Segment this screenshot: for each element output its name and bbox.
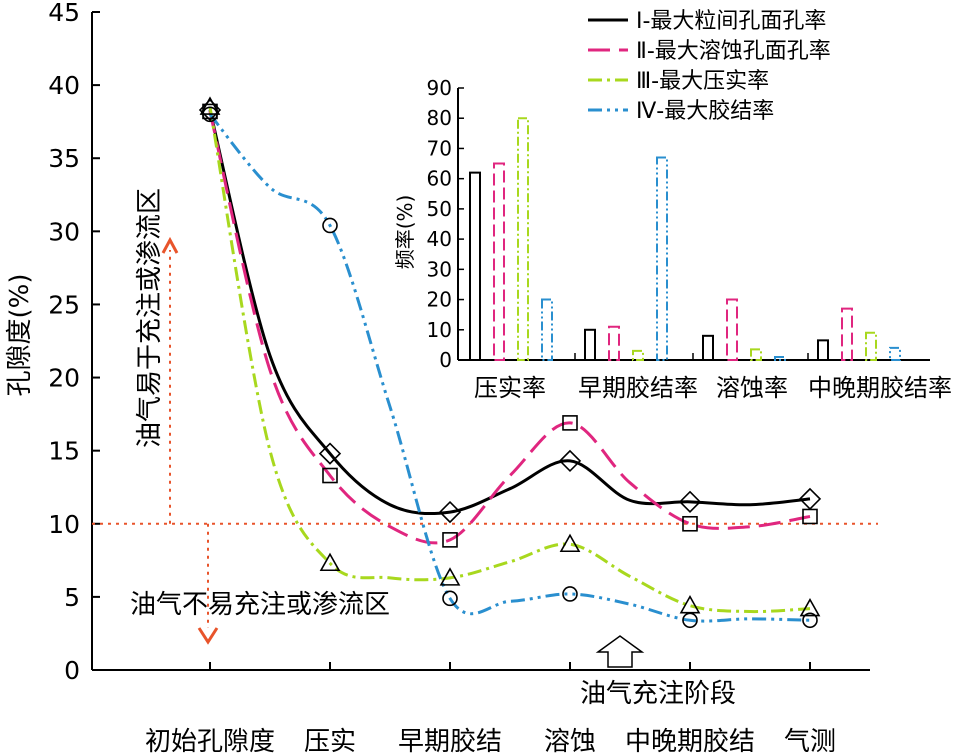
inset-y-tick-label: 30 (427, 257, 452, 281)
main-y-tick-label: 15 (48, 437, 80, 466)
inset-bar (493, 162, 505, 361)
inset-bar (841, 307, 853, 361)
series-1-marker (558, 449, 582, 473)
main-x-tick-label: 初始孔隙度 (145, 727, 275, 755)
series-4-marker (562, 586, 578, 602)
main-y-tick-label: 5 (64, 583, 80, 612)
legend-label-2: Ⅱ-最大溶蚀孔面孔率 (636, 39, 831, 64)
series-2-marker (322, 467, 338, 484)
inset-bar (608, 325, 620, 361)
inset-y-tick-label: 70 (427, 136, 452, 160)
inset-bar-chart: 0 10 20 30 40 50 60 70 80 90 压实率 早期胶结率 溶蚀率 中晚期胶结率 (427, 76, 952, 402)
series-4-marker (322, 217, 338, 234)
upper-zone-annotation: 油气易于充注或渗流区 (135, 188, 165, 448)
main-y-tick-label: 30 (48, 217, 80, 246)
inset-bar (889, 346, 901, 361)
main-y-tick-label: 25 (48, 290, 80, 319)
inset-x-tick-label: 早期胶结率 (578, 374, 698, 402)
inset-x-tick-label: 中晚期胶结率 (808, 374, 952, 402)
main-x-tick-label: 气测 (784, 727, 836, 755)
series-1-marker (678, 490, 702, 513)
inset-bar (584, 328, 596, 361)
main-x-tick-label: 溶蚀 (544, 727, 596, 755)
main-y-axis-label: 孔隙度(%) (5, 274, 35, 397)
legend-label-4: Ⅳ-最大胶结率 (636, 99, 774, 124)
series-2-marker (442, 532, 458, 548)
inset-bar (656, 156, 668, 361)
series-3-marker (559, 533, 581, 553)
inset-bar (774, 355, 786, 362)
series-4-marker (442, 590, 458, 607)
inset-bar (469, 171, 481, 361)
series-2-marker (682, 515, 698, 532)
series-line-4 (208, 113, 811, 623)
main-x-tick-label: 中晚期胶结 (625, 727, 755, 755)
main-x-tick-label: 压实 (304, 727, 356, 755)
inset-bar (517, 117, 529, 361)
main-x-tick-label: 早期胶结 (398, 727, 502, 755)
inset-y-tick-label: 10 (427, 318, 452, 342)
inset-y-tick-label: 90 (427, 76, 452, 100)
series-1-marker (318, 442, 342, 465)
inset-y-tick-label: 60 (427, 167, 452, 191)
series-4-marker (802, 612, 818, 629)
inset-x-tick-label: 溶蚀率 (716, 374, 788, 402)
series-3-marker (799, 597, 821, 617)
inset-y-tick-label: 80 (427, 106, 452, 130)
inset-y-tick-label: 20 (427, 288, 452, 312)
main-y-tick-label: 35 (48, 144, 80, 173)
legend-label-3: Ⅲ-最大压实率 (636, 69, 769, 94)
charging-stage-arrow (595, 635, 645, 668)
series-line-1 (208, 109, 811, 516)
series-4-marker (202, 106, 218, 123)
lower-zone-arrow-head (197, 627, 219, 645)
legend-label-1: Ⅰ-最大粒间孔面孔率 (636, 9, 826, 34)
inset-y-tick-label: 50 (427, 197, 452, 221)
inset-bar (865, 331, 877, 361)
inset-bar (632, 349, 644, 361)
series-1-marker (438, 500, 462, 524)
lower-zone-annotation: 油气不易充注或渗流区 (130, 590, 390, 620)
inset-bar (541, 298, 553, 361)
inset-bar (750, 348, 762, 361)
main-y-tick-label: 10 (48, 510, 80, 539)
inset-bar (726, 298, 738, 361)
series-2-marker (802, 508, 818, 525)
main-y-tick-label: 0 (64, 656, 80, 685)
series-line-3 (208, 106, 811, 614)
main-axes: 0 5 10 15 20 25 30 35 40 45 初始孔隙度 压实 早期胶结 溶蚀 中晚期胶结 气测 (48, 0, 878, 755)
inset-bar (817, 339, 829, 362)
main-series (198, 96, 822, 629)
series-3-marker (199, 96, 221, 115)
series-2-marker (562, 415, 578, 431)
legend: Ⅰ-最大粒间孔面孔率 Ⅱ-最大溶蚀孔面孔率 Ⅲ-最大压实率 Ⅳ-最大胶结率 (588, 9, 831, 124)
series-4-marker (682, 612, 698, 629)
inset-y-tick-label: 0 (439, 348, 452, 372)
inset-y-tick-label: 40 (427, 227, 452, 251)
inset-y-axis-label: 频率(%) (393, 195, 417, 270)
main-y-tick-label: 20 (48, 364, 80, 393)
series-3-marker (439, 567, 461, 586)
main-y-tick-label: 40 (48, 71, 80, 100)
series-line-2 (208, 111, 811, 545)
main-y-tick-label: 45 (48, 0, 80, 27)
upper-zone-arrow-head (161, 236, 179, 254)
inset-x-tick-label: 压实率 (474, 374, 546, 402)
series-3-marker (319, 552, 341, 572)
charging-stage-annotation: 油气充注阶段 (580, 679, 736, 709)
inset-bar (702, 334, 714, 362)
